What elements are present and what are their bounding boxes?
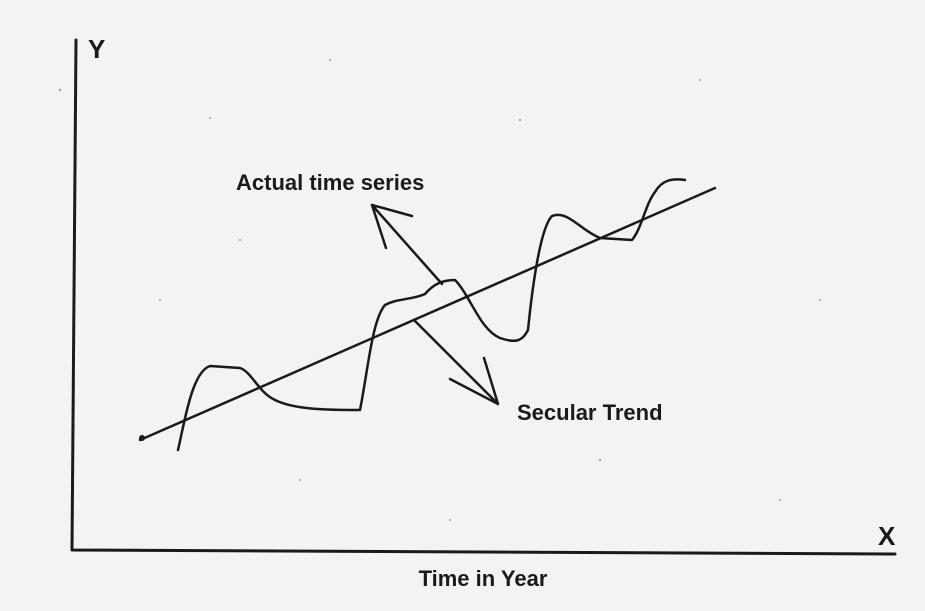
trend-line — [138, 186, 717, 442]
speckles — [58, 59, 821, 521]
y-axis-label: Y — [88, 34, 105, 64]
arrow-actual — [370, 203, 444, 286]
trend-label: Secular Trend — [517, 400, 663, 425]
axes — [70, 38, 897, 556]
x-axis-title: Time in Year — [419, 566, 548, 591]
arrow-trend — [412, 318, 500, 406]
trend-start — [139, 435, 145, 441]
actual-label: Actual time series — [236, 170, 424, 195]
actual-series — [176, 178, 687, 452]
x-axis-label: X — [878, 521, 896, 551]
